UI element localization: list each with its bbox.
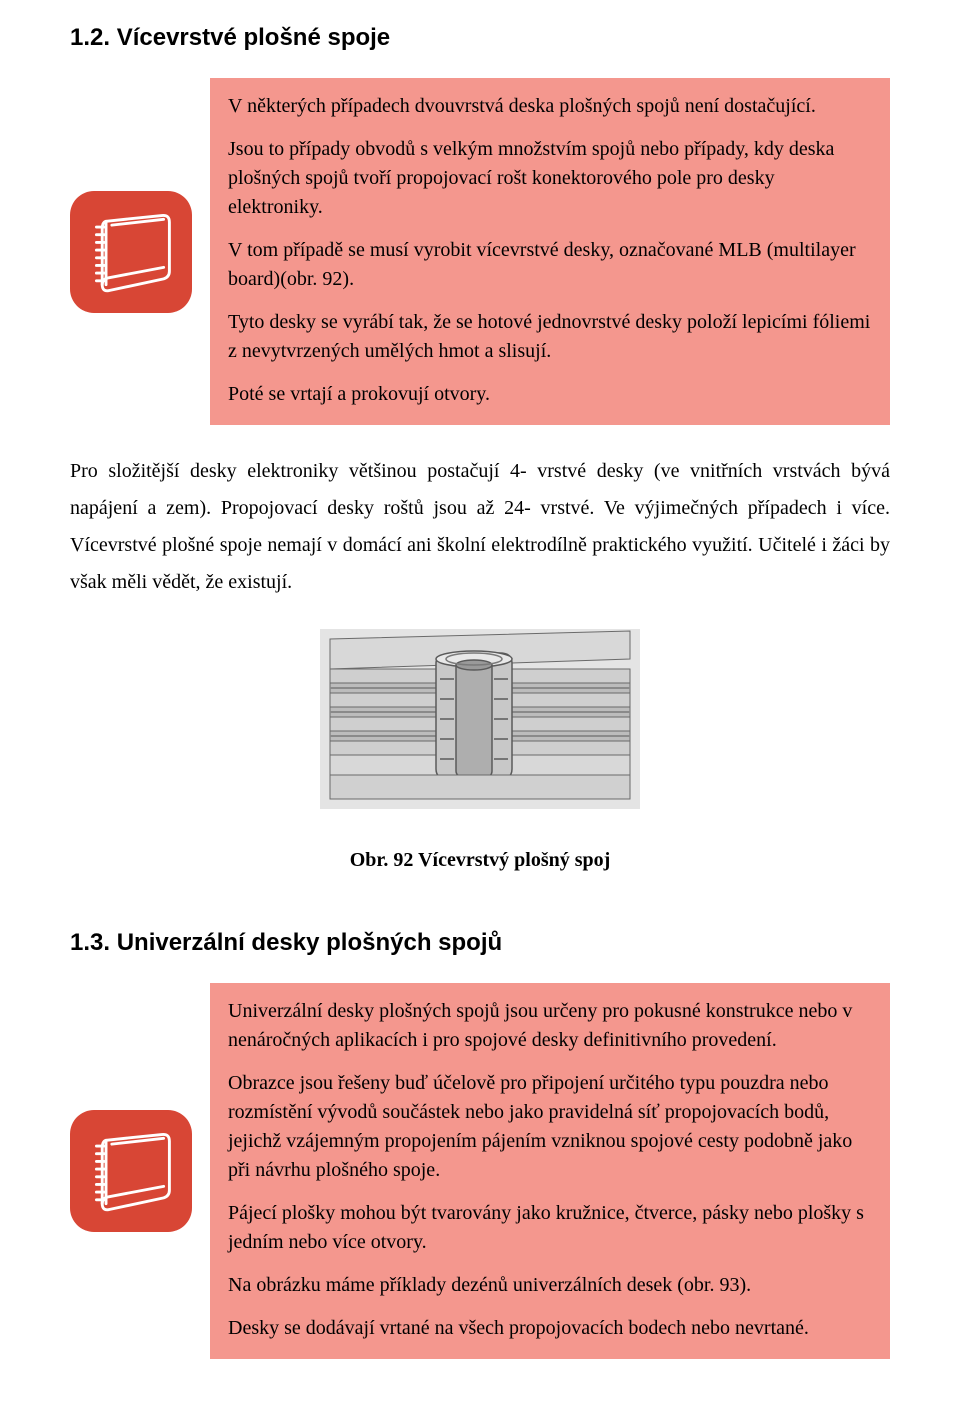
notebook-icon-tile — [70, 191, 192, 313]
callout-13-p4: Na obrázku máme příklady dezénů univerzá… — [228, 1271, 872, 1300]
section-12-body: Pro složitější desky elektroniky většino… — [70, 453, 890, 601]
section-12-callout-box: V některých případech dvouvrstvá deska p… — [210, 78, 890, 425]
callout-12-p2: Jsou to případy obvodů s velkým množství… — [228, 135, 872, 222]
section-13-callout-box: Univerzální desky plošných spojů jsou ur… — [210, 983, 890, 1359]
callout-13-p3: Pájecí plošky mohou být tvarovány jako k… — [228, 1199, 872, 1257]
section-12-callout-row: V některých případech dvouvrstvá deska p… — [70, 78, 890, 425]
figure-92 — [70, 629, 890, 817]
callout-12-p5: Poté se vrtají a prokovují otvory. — [228, 380, 872, 409]
figure-92-caption: Obr. 92 Vícevrstvý plošný spoj — [70, 845, 890, 875]
notebook-icon-tile-2 — [70, 1110, 192, 1232]
callout-13-p2: Obrazce jsou řešeny buď účelově pro přip… — [228, 1069, 872, 1185]
section-12-heading: 1.2. Vícevrstvé plošné spoje — [70, 20, 890, 56]
section-13-callout-row: Univerzální desky plošných spojů jsou ur… — [70, 983, 890, 1359]
callout-13-p5: Desky se dodávají vrtané na všech propoj… — [228, 1314, 872, 1343]
callout-12-p1: V některých případech dvouvrstvá deska p… — [228, 92, 872, 121]
section-13-heading: 1.3. Univerzální desky plošných spojů — [70, 925, 890, 961]
notebook-icon — [83, 204, 179, 300]
callout-12-p4: Tyto desky se vyrábí tak, že se hotové j… — [228, 308, 872, 366]
callout-12-p3: V tom případě se musí vyrobit vícevrstvé… — [228, 236, 872, 294]
notebook-icon — [83, 1123, 179, 1219]
callout-13-p1: Univerzální desky plošných spojů jsou ur… — [228, 997, 872, 1055]
figure-92-svg — [320, 629, 640, 809]
